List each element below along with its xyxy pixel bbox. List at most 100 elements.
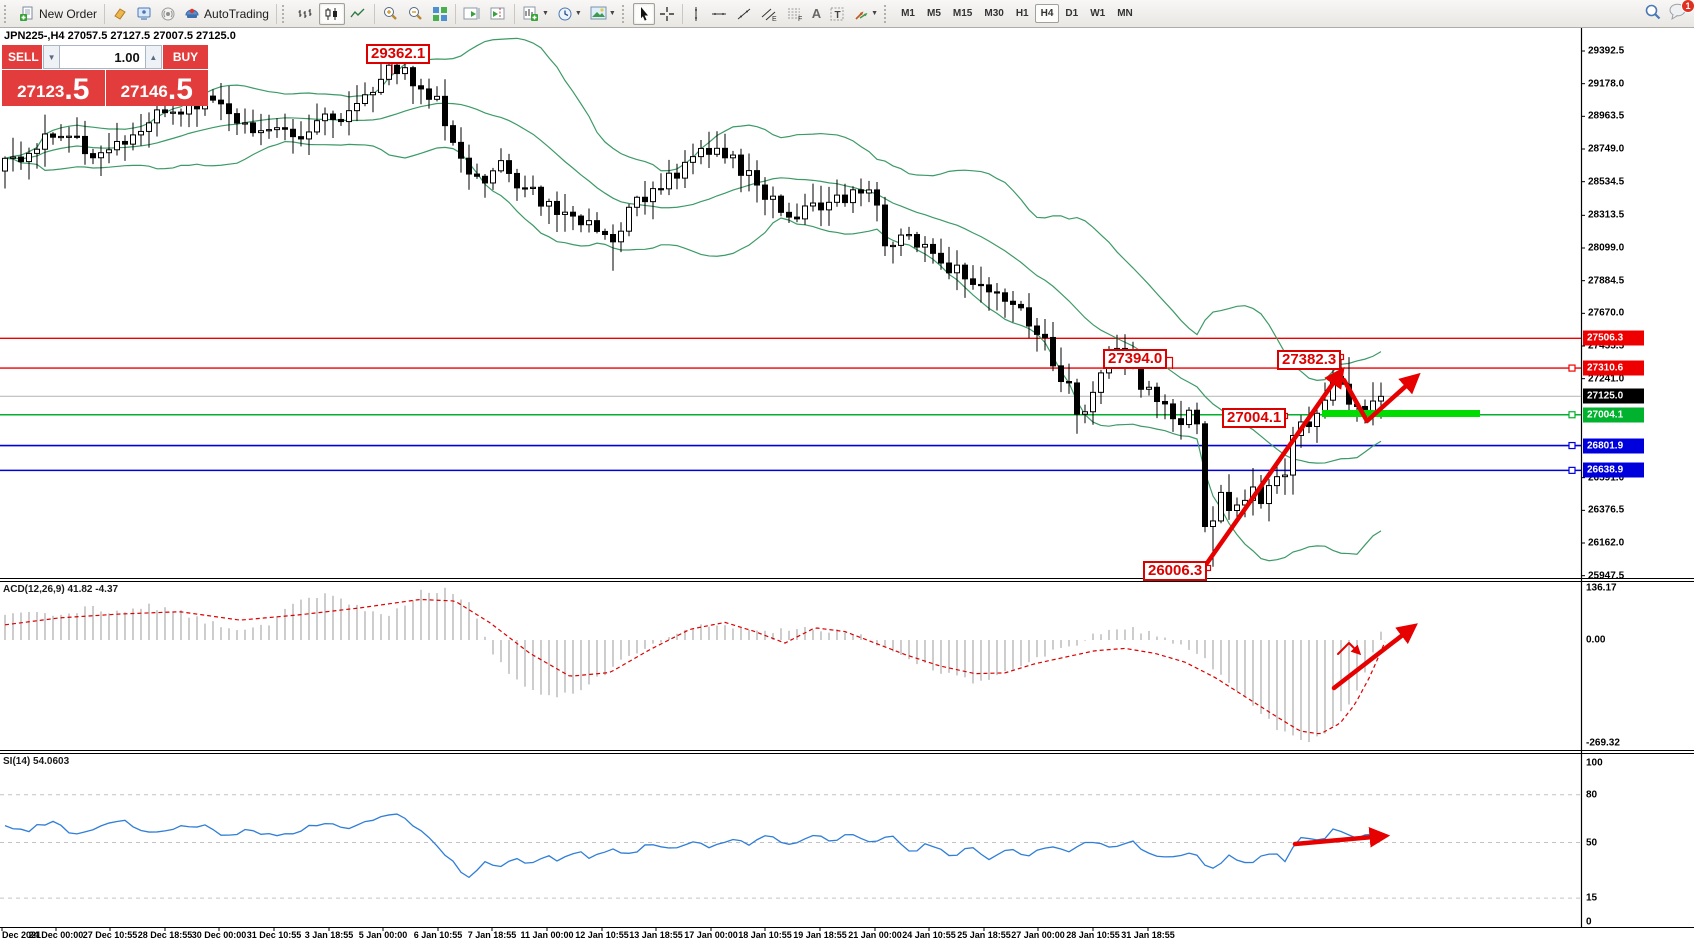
- one-click-trading-panel: SELL ▼ ▲ BUY 27123.5 27146.5: [2, 45, 208, 106]
- horizontal-line-button[interactable]: [706, 3, 732, 25]
- price-axis-tick: 27884.5: [1588, 275, 1625, 287]
- ask-price-main: 27146: [120, 82, 168, 101]
- candlestick-chart-icon: [323, 6, 341, 22]
- support-zone-rectangle[interactable]: [1322, 410, 1480, 417]
- time-axis-label: 31 Jan 18:55: [1121, 930, 1175, 940]
- time-axis-label: 17 Jan 00:00: [684, 930, 738, 940]
- new-order-button[interactable]: New Order: [15, 3, 101, 25]
- trend-arrow[interactable]: [1292, 826, 1391, 848]
- level-drag-handle[interactable]: [1568, 466, 1576, 474]
- macd-scale-label: -269.32: [1586, 737, 1620, 749]
- tile-windows-button[interactable]: [428, 3, 452, 25]
- toolbar-separator: [513, 3, 515, 24]
- chat-icon[interactable]: 1: [1668, 0, 1694, 26]
- sell-button[interactable]: SELL: [2, 45, 42, 69]
- timeframe-W1[interactable]: W1: [1084, 4, 1111, 23]
- buy-button[interactable]: BUY: [163, 45, 208, 69]
- price-annotation-label[interactable]: 27394.0: [1103, 349, 1168, 369]
- volume-decrease-button[interactable]: ▼: [43, 45, 61, 69]
- toolbar-grip[interactable]: [621, 4, 629, 23]
- bid-price[interactable]: 27123.5: [2, 70, 105, 106]
- rsi-indicator-label: SI(14) 54.0603: [3, 756, 70, 767]
- bar-chart-icon: [297, 6, 315, 22]
- autotrading-label: AutoTrading: [204, 6, 269, 21]
- price-axis-tick: 26162.0: [1588, 537, 1625, 549]
- time-axis-label: 18 Jan 10:55: [738, 930, 792, 940]
- trend-arrow[interactable]: [1341, 372, 1421, 424]
- templates-button[interactable]: ▼: [586, 3, 620, 25]
- timeframe-M30[interactable]: M30: [978, 4, 1009, 23]
- price-badge: 26638.9: [1583, 462, 1644, 478]
- periods-button[interactable]: ▼: [553, 3, 586, 25]
- price-annotation-label[interactable]: 26006.3: [1143, 561, 1208, 581]
- ask-price[interactable]: 27146.5: [105, 70, 208, 106]
- trend-arrow[interactable]: [1202, 366, 1345, 569]
- alerts-button[interactable]: [156, 3, 180, 25]
- chevron-down-icon: ▼: [871, 10, 879, 17]
- cursor-button[interactable]: [632, 2, 655, 25]
- toolbar-separator: [454, 3, 456, 24]
- price-annotation-label[interactable]: 27382.3: [1277, 350, 1342, 370]
- text-label-button[interactable]: T: [825, 3, 849, 25]
- level-drag-handle[interactable]: [1568, 411, 1576, 419]
- timeframe-M5[interactable]: M5: [921, 4, 947, 23]
- line-chart-button[interactable]: [345, 3, 371, 25]
- equidistant-channel-button[interactable]: E: [756, 3, 782, 25]
- timeframe-H1[interactable]: H1: [1010, 4, 1035, 23]
- vertical-line-button[interactable]: [686, 3, 706, 25]
- timeframe-M15[interactable]: M15: [947, 4, 978, 23]
- trend-arrow[interactable]: [1331, 623, 1418, 691]
- zoom-out-button[interactable]: [403, 3, 428, 25]
- level-drag-handle[interactable]: [1568, 364, 1576, 372]
- trendline-button[interactable]: [732, 3, 756, 25]
- time-axis-label: 3 Jan 18:55: [304, 930, 354, 940]
- timeframe-MN[interactable]: MN: [1111, 4, 1139, 23]
- fibonacci-button[interactable]: F: [782, 3, 808, 25]
- metaeditor-button[interactable]: [108, 3, 132, 25]
- auto-scroll-button[interactable]: [459, 3, 485, 25]
- rsi-scale-label: 0: [1586, 916, 1592, 928]
- monitor-icon: [136, 6, 152, 22]
- svg-text:T: T: [835, 10, 841, 21]
- search-icon[interactable]: [1644, 3, 1662, 26]
- price-annotation-label[interactable]: 27004.1: [1222, 408, 1287, 428]
- text-button[interactable]: A: [808, 3, 825, 25]
- line-chart-icon: [349, 6, 367, 22]
- toolbar-separator: [275, 3, 277, 24]
- bar-chart-button[interactable]: [293, 3, 319, 25]
- toolbar-grip[interactable]: [4, 4, 11, 23]
- price-badge: 27125.0: [1583, 388, 1644, 404]
- autotrading-button[interactable]: AutoTrading: [180, 3, 273, 25]
- toolbar-grip[interactable]: [281, 4, 289, 23]
- arrows-button[interactable]: ▼: [849, 3, 882, 25]
- timeframe-toolbar: M1 M5 M15 M30 H1 H4 D1 W1 MN: [895, 4, 1139, 23]
- crosshair-button[interactable]: [655, 3, 679, 25]
- level-drag-handle[interactable]: [1568, 441, 1576, 450]
- new-chart-button[interactable]: ▼: [518, 3, 553, 25]
- timeframe-H4[interactable]: H4: [1034, 4, 1060, 23]
- zoom-in-button[interactable]: [378, 3, 403, 25]
- candlestick-chart-button[interactable]: [318, 2, 345, 25]
- macd-scale-label: 136.17: [1586, 582, 1617, 594]
- price-axis-tick: 27241.0: [1588, 373, 1625, 385]
- timeframe-M1[interactable]: M1: [895, 4, 921, 23]
- macd-histogram: [4, 587, 1382, 743]
- trend-arrow[interactable]: [1337, 642, 1362, 656]
- toolbar-grip[interactable]: [884, 4, 891, 23]
- price-axis-tick: 28313.5: [1588, 209, 1625, 221]
- time-axis-label: 28 Jan 10:55: [1066, 930, 1120, 940]
- timeframe-D1[interactable]: D1: [1059, 4, 1084, 23]
- time-axis-label: 30 Dec 00:00: [191, 930, 247, 940]
- horizontal-levels: [0, 337, 1581, 472]
- text-a-icon: A: [811, 6, 822, 21]
- price-annotation-label[interactable]: 29362.1: [366, 44, 431, 64]
- clock-icon: [557, 6, 573, 22]
- ask-price-fraction: .5: [167, 73, 193, 106]
- chart-shift-button[interactable]: [485, 3, 511, 25]
- market-watch-button[interactable]: [132, 3, 156, 25]
- volume-input[interactable]: [60, 45, 145, 69]
- metaeditor-icon: [112, 6, 128, 22]
- time-axis-label: 12 Jan 10:55: [575, 930, 629, 940]
- volume-increase-button[interactable]: ▲: [144, 45, 162, 69]
